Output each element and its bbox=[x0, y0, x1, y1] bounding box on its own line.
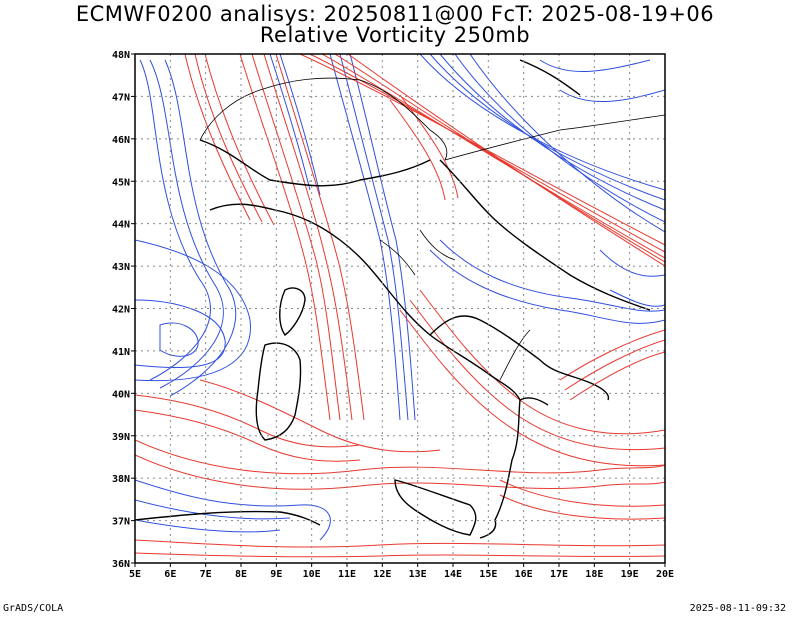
lon-tick-label: 16E bbox=[515, 569, 533, 580]
lon-tick-label: 5E bbox=[129, 569, 141, 580]
coastlines bbox=[135, 59, 651, 539]
lat-tick-label: 43N bbox=[112, 262, 130, 273]
grid-lines bbox=[135, 54, 665, 563]
lat-tick-label: 36N bbox=[112, 559, 130, 570]
lon-tick-label: 6E bbox=[164, 569, 176, 580]
latitude-labels: 36N 37N 38N 39N 40N 41N 42N 43N 44N 45N 46N 47N 48N bbox=[112, 50, 135, 570]
longitude-labels: 5E 6E 7E 8E 9E 10E 11E 12E 13E 14E 15E 16E 17E 18E 19E… bbox=[129, 563, 674, 580]
lat-tick-label: 41N bbox=[112, 347, 130, 358]
contour-layer bbox=[135, 54, 665, 558]
negative-vorticity-contours bbox=[135, 54, 665, 541]
footer-timestamp: 2025-08-11-09:32 bbox=[689, 603, 786, 614]
lat-tick-label: 45N bbox=[112, 177, 130, 188]
lat-tick-label: 42N bbox=[112, 305, 130, 316]
lon-tick-label: 7E bbox=[200, 569, 212, 580]
lon-tick-label: 9E bbox=[270, 569, 282, 580]
lat-tick-label: 39N bbox=[112, 432, 130, 443]
political-borders bbox=[199, 77, 665, 381]
lon-tick-label: 19E bbox=[621, 569, 639, 580]
lon-tick-label: 17E bbox=[550, 569, 568, 580]
lon-tick-label: 8E bbox=[235, 569, 247, 580]
footer-software-label: GrADS/COLA bbox=[3, 603, 64, 614]
lat-tick-label: 46N bbox=[112, 135, 130, 146]
lon-tick-label: 13E bbox=[409, 569, 427, 580]
lon-tick-label: 10E bbox=[303, 569, 321, 580]
lat-tick-label: 44N bbox=[112, 220, 130, 231]
map-title-line1: ECMWF0200 analisys: 20250811@00 FcT: 202… bbox=[75, 2, 715, 26]
lon-tick-label: 12E bbox=[373, 569, 391, 580]
lon-tick-label: 11E bbox=[338, 569, 356, 580]
lon-tick-label: 15E bbox=[479, 569, 497, 580]
lat-tick-label: 40N bbox=[112, 389, 130, 400]
lon-tick-label: 20E bbox=[656, 569, 674, 580]
map-title-line2: Relative Vorticity 250mb bbox=[259, 23, 531, 47]
lat-tick-label: 47N bbox=[112, 92, 130, 103]
lat-tick-label: 37N bbox=[112, 517, 130, 528]
lat-tick-label: 38N bbox=[112, 474, 130, 485]
lat-tick-label: 48N bbox=[112, 50, 130, 61]
lon-tick-label: 18E bbox=[585, 569, 603, 580]
lon-tick-label: 14E bbox=[444, 569, 462, 580]
